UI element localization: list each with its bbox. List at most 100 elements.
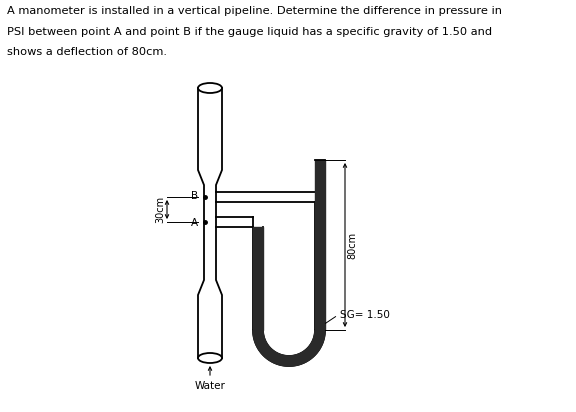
Text: PSI between point A and point B if the gauge liquid has a specific gravity of 1.: PSI between point A and point B if the g… (7, 27, 492, 37)
Polygon shape (294, 355, 297, 365)
Polygon shape (306, 349, 313, 357)
Polygon shape (315, 331, 325, 333)
Polygon shape (286, 356, 287, 366)
Polygon shape (269, 351, 275, 360)
Polygon shape (313, 339, 323, 344)
Polygon shape (293, 356, 296, 365)
Polygon shape (266, 350, 273, 358)
Polygon shape (273, 353, 278, 363)
Polygon shape (311, 343, 320, 349)
Polygon shape (297, 355, 301, 364)
Polygon shape (314, 333, 325, 336)
Polygon shape (263, 348, 271, 356)
Polygon shape (313, 338, 323, 342)
Polygon shape (282, 356, 285, 365)
Polygon shape (255, 339, 265, 343)
Polygon shape (264, 349, 272, 357)
Polygon shape (295, 355, 298, 365)
Polygon shape (289, 356, 290, 366)
Polygon shape (267, 351, 274, 359)
Polygon shape (304, 351, 310, 359)
Polygon shape (254, 336, 264, 339)
Polygon shape (270, 352, 275, 361)
Polygon shape (298, 354, 302, 364)
Polygon shape (300, 353, 304, 363)
Polygon shape (259, 344, 268, 351)
Polygon shape (253, 335, 264, 337)
Polygon shape (309, 345, 318, 352)
Polygon shape (263, 347, 270, 355)
Polygon shape (254, 335, 264, 339)
Polygon shape (312, 342, 321, 347)
Polygon shape (253, 334, 263, 337)
Polygon shape (312, 341, 321, 346)
Polygon shape (291, 356, 293, 366)
Polygon shape (314, 337, 324, 340)
Polygon shape (253, 332, 263, 334)
Polygon shape (276, 354, 281, 364)
Polygon shape (310, 344, 320, 350)
Polygon shape (278, 355, 282, 365)
Polygon shape (264, 349, 271, 356)
Polygon shape (313, 339, 323, 343)
Polygon shape (254, 337, 264, 340)
Polygon shape (285, 356, 287, 366)
Polygon shape (314, 333, 325, 335)
Polygon shape (297, 354, 302, 364)
Polygon shape (256, 341, 266, 346)
Polygon shape (255, 338, 264, 342)
Ellipse shape (198, 353, 222, 363)
Polygon shape (303, 351, 309, 360)
Polygon shape (289, 356, 290, 366)
Polygon shape (260, 346, 269, 353)
Polygon shape (295, 355, 299, 365)
Text: 80cm: 80cm (347, 232, 357, 259)
Polygon shape (256, 340, 266, 345)
Polygon shape (271, 353, 277, 362)
Text: B: B (191, 191, 198, 201)
Polygon shape (308, 347, 316, 354)
Text: shows a deflection of 80cm.: shows a deflection of 80cm. (7, 47, 167, 57)
Polygon shape (265, 349, 272, 358)
Polygon shape (258, 343, 267, 349)
Polygon shape (283, 356, 285, 365)
Polygon shape (255, 339, 265, 344)
Polygon shape (296, 355, 300, 365)
Polygon shape (280, 355, 283, 365)
Polygon shape (277, 355, 281, 364)
Polygon shape (302, 352, 308, 361)
Polygon shape (281, 355, 284, 365)
Polygon shape (301, 353, 306, 362)
Polygon shape (313, 340, 322, 345)
Ellipse shape (198, 83, 222, 93)
Polygon shape (314, 336, 324, 339)
Polygon shape (310, 345, 319, 351)
Polygon shape (304, 351, 310, 360)
Polygon shape (314, 337, 324, 341)
Polygon shape (314, 334, 324, 337)
Polygon shape (259, 344, 267, 350)
Polygon shape (314, 335, 324, 337)
Polygon shape (308, 347, 316, 355)
Text: A manometer is installed in a vertical pipeline. Determine the difference in pre: A manometer is installed in a vertical p… (7, 6, 502, 16)
Polygon shape (253, 331, 263, 333)
Polygon shape (274, 353, 279, 363)
Polygon shape (293, 356, 295, 365)
Text: A: A (191, 218, 198, 228)
Polygon shape (271, 352, 276, 361)
Polygon shape (291, 356, 293, 366)
Polygon shape (268, 351, 274, 360)
Polygon shape (253, 330, 263, 331)
Polygon shape (253, 331, 263, 332)
Polygon shape (312, 341, 322, 346)
Polygon shape (253, 333, 263, 335)
Polygon shape (310, 344, 319, 351)
Polygon shape (255, 337, 264, 341)
Polygon shape (307, 348, 315, 356)
Polygon shape (299, 354, 304, 363)
Polygon shape (275, 354, 280, 364)
Polygon shape (261, 346, 270, 353)
Polygon shape (284, 356, 286, 366)
Polygon shape (305, 350, 312, 359)
Polygon shape (305, 350, 312, 358)
